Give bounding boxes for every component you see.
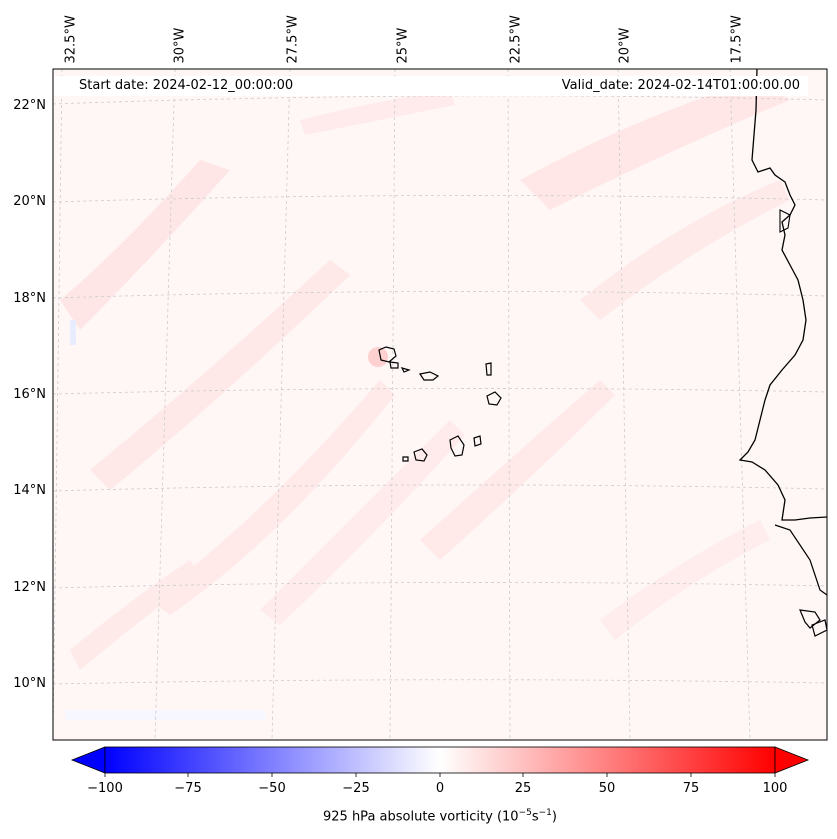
lat-label: 22°N [13, 98, 46, 113]
coastline-africa [738, 68, 828, 521]
colorbar-tick-label: 25 [514, 781, 532, 796]
colorbar-max-extend [774, 746, 810, 774]
lon-label: 17.5°W [729, 15, 745, 64]
colorbar-tick-label: 100 [762, 781, 788, 796]
lat-label: 18°N [13, 291, 46, 306]
valid-date-text: Valid_date: 2024-02-14T01:00:00.00 [561, 78, 800, 93]
colorbar [70, 746, 810, 777]
vorticity-shading [60, 80, 790, 720]
colorbar-min-extend [70, 746, 106, 774]
map-frame [52, 68, 828, 741]
lon-label: 30°W [172, 27, 188, 64]
colorbar-gradient [104, 746, 776, 774]
lat-label: 10°N [13, 676, 46, 691]
lat-label: 12°N [13, 580, 46, 595]
date-banner [54, 76, 808, 96]
colorbar-tick-label: −50 [258, 781, 286, 796]
colorbar-ticks [104, 773, 776, 777]
lat-label: 14°N [13, 483, 46, 498]
lon-label: 27.5°W [285, 15, 301, 64]
colorbar-tick-label: 0 [435, 781, 445, 796]
graticule [53, 69, 827, 740]
lon-label: 22.5°W [508, 15, 524, 64]
cape-verde-islands [378, 346, 502, 462]
colorbar-tick-label: 75 [682, 781, 700, 796]
colorbar-tick-label: −25 [342, 781, 370, 796]
lon-label: 32.5°W [63, 15, 79, 64]
colorbar-tick-label: −100 [87, 781, 123, 796]
lat-label: 16°N [13, 387, 46, 402]
lon-label: 25°W [395, 27, 411, 64]
start-date-text: Start date: 2024-02-12_00:00:00 [79, 78, 294, 93]
colorbar-tick-label: −75 [174, 781, 202, 796]
colorbar-label: 925 hPa absolute vorticity (10−5s−1) [323, 808, 557, 825]
colorbar-tick-label: 50 [598, 781, 616, 796]
lat-label: 20°N [13, 194, 46, 209]
lon-label: 20°W [617, 27, 633, 64]
